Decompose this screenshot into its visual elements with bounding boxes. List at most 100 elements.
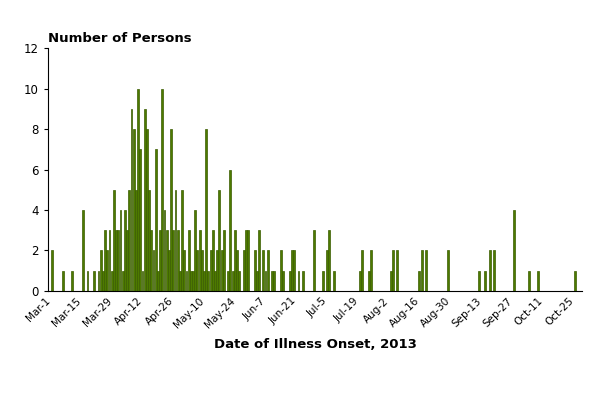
Bar [100, 250, 101, 291]
Bar [128, 190, 130, 291]
Bar [188, 230, 190, 291]
Text: Number of Persons: Number of Persons [48, 32, 191, 44]
Bar [201, 250, 203, 291]
Bar [537, 271, 539, 291]
Bar [227, 271, 229, 291]
Bar [478, 271, 479, 291]
Bar [425, 250, 427, 291]
Bar [254, 250, 256, 291]
Bar [328, 230, 330, 291]
Bar [282, 271, 284, 291]
Bar [229, 170, 232, 291]
Bar [313, 230, 315, 291]
Bar [196, 250, 199, 291]
Bar [113, 190, 115, 291]
Bar [397, 250, 398, 291]
Bar [93, 271, 95, 291]
Bar [82, 210, 84, 291]
Bar [493, 250, 495, 291]
Bar [111, 271, 113, 291]
Bar [142, 271, 143, 291]
Bar [223, 230, 225, 291]
Bar [170, 129, 172, 291]
Bar [139, 149, 141, 291]
Bar [172, 230, 174, 291]
Bar [489, 250, 491, 291]
Bar [161, 89, 163, 291]
Bar [122, 271, 124, 291]
Bar [175, 190, 176, 291]
Bar [234, 230, 236, 291]
Bar [71, 271, 73, 291]
Bar [144, 109, 146, 291]
Bar [159, 230, 161, 291]
Bar [289, 271, 290, 291]
Bar [102, 271, 104, 291]
Bar [179, 271, 181, 291]
Bar [152, 250, 154, 291]
Bar [131, 109, 133, 291]
Bar [574, 271, 577, 291]
Bar [293, 250, 295, 291]
Bar [98, 271, 100, 291]
Bar [214, 271, 216, 291]
Bar [135, 190, 137, 291]
Bar [529, 271, 530, 291]
Bar [106, 250, 108, 291]
Bar [209, 250, 212, 291]
Bar [221, 250, 223, 291]
Bar [203, 271, 205, 291]
Bar [208, 271, 209, 291]
Bar [421, 250, 422, 291]
Bar [390, 271, 392, 291]
Bar [247, 230, 249, 291]
Bar [148, 190, 150, 291]
Bar [291, 250, 293, 291]
Bar [109, 230, 110, 291]
Bar [232, 271, 233, 291]
Bar [256, 271, 257, 291]
Bar [418, 271, 421, 291]
Bar [267, 250, 269, 291]
Bar [192, 271, 194, 291]
Bar [181, 190, 183, 291]
Bar [52, 250, 53, 291]
Bar [199, 230, 200, 291]
Bar [212, 230, 214, 291]
Bar [274, 271, 275, 291]
Bar [262, 250, 264, 291]
Bar [238, 271, 240, 291]
Bar [190, 271, 192, 291]
Bar [236, 250, 238, 291]
Bar [392, 250, 394, 291]
Bar [133, 129, 134, 291]
Bar [137, 89, 139, 291]
Bar [326, 250, 328, 291]
Bar [322, 271, 323, 291]
Bar [216, 250, 218, 291]
Bar [258, 230, 260, 291]
Bar [218, 190, 220, 291]
Bar [359, 271, 361, 291]
Bar [361, 250, 363, 291]
X-axis label: Date of Illness Onset, 2013: Date of Illness Onset, 2013 [214, 338, 416, 351]
Bar [62, 271, 64, 291]
Bar [86, 271, 88, 291]
Bar [146, 129, 148, 291]
Bar [447, 250, 449, 291]
Bar [185, 271, 187, 291]
Bar [151, 230, 152, 291]
Bar [177, 230, 179, 291]
Bar [205, 129, 207, 291]
Bar [184, 250, 185, 291]
Bar [245, 230, 247, 291]
Bar [370, 250, 372, 291]
Bar [168, 250, 170, 291]
Bar [298, 271, 299, 291]
Bar [124, 210, 126, 291]
Bar [484, 271, 486, 291]
Bar [368, 271, 370, 291]
Bar [164, 210, 166, 291]
Bar [280, 250, 282, 291]
Bar [115, 230, 117, 291]
